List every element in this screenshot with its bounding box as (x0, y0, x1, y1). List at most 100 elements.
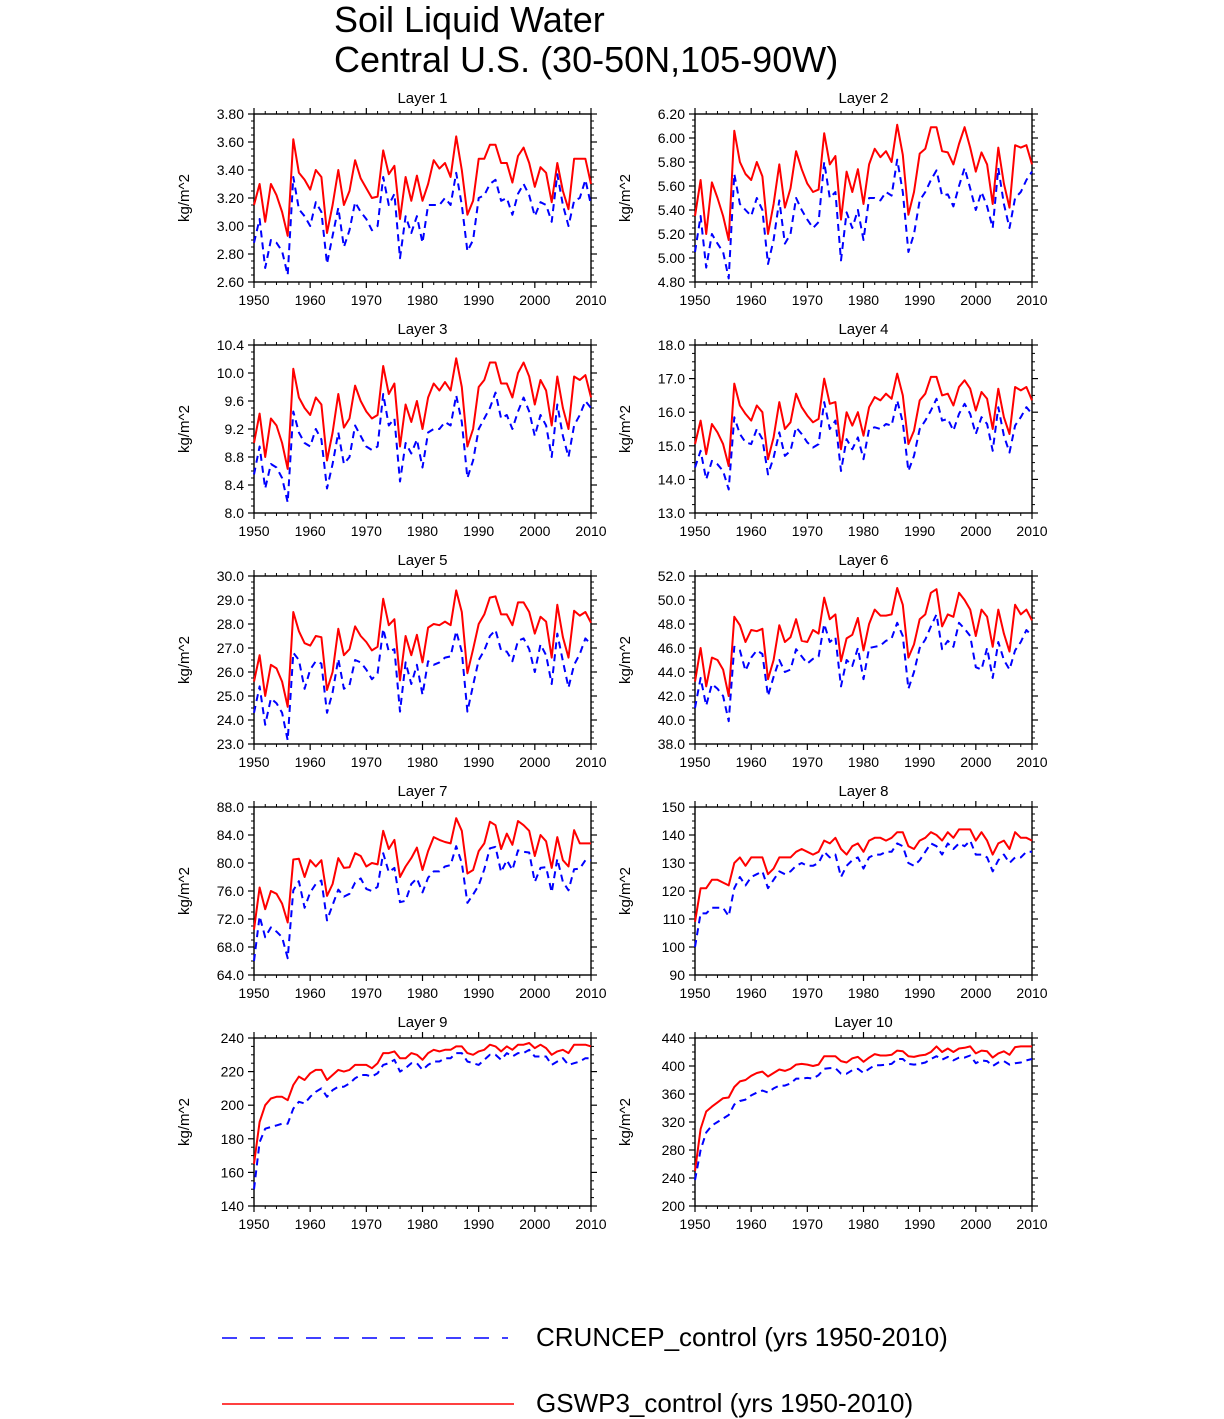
y-tick-label: 64.0 (217, 967, 244, 983)
y-tick-label: 38.0 (658, 736, 685, 752)
y-tick-label: 2.80 (217, 246, 244, 262)
y-tick-label: 9.6 (225, 393, 245, 409)
plot-frame (694, 1037, 1033, 1207)
x-tick-label: 1970 (792, 523, 823, 539)
y-tick-label: 5.60 (658, 178, 685, 194)
x-tick-label: 1990 (904, 523, 935, 539)
y-tick-label: 150 (662, 799, 686, 815)
y-tick-label: 140 (221, 1198, 245, 1214)
y-tick-label: 10.4 (217, 337, 244, 353)
panel-title: Layer 10 (834, 1014, 892, 1031)
x-tick-label: 1980 (407, 754, 438, 770)
x-tick-label: 2010 (1016, 292, 1047, 308)
series-line-gswp3 (253, 357, 592, 470)
x-tick-label: 2000 (519, 523, 550, 539)
y-tick-label: 3.40 (217, 162, 244, 178)
x-tick-label: 1980 (407, 292, 438, 308)
y-tick-label: 360 (662, 1086, 686, 1102)
y-tick-label: 17.0 (658, 371, 685, 387)
series-line-gswp3 (694, 372, 1033, 467)
y-tick-label: 100 (662, 939, 686, 955)
x-tick-label: 1950 (238, 985, 269, 1001)
y-tick-label: 3.80 (217, 106, 244, 122)
panel-title: Layer 6 (838, 552, 888, 569)
x-tick-label: 1950 (238, 523, 269, 539)
y-tick-label: 28.0 (217, 616, 244, 632)
y-tick-label: 200 (662, 1198, 686, 1214)
panel-title: Layer 7 (397, 783, 447, 800)
y-tick-label: 6.20 (658, 106, 685, 122)
x-tick-label: 1950 (679, 523, 710, 539)
x-tick-label: 1960 (295, 292, 326, 308)
x-tick-label: 2000 (519, 985, 550, 1001)
panel-title: Layer 3 (397, 321, 447, 338)
x-tick-label: 1990 (463, 985, 494, 1001)
x-tick-label: 1990 (904, 754, 935, 770)
chart-panel-1: Layer 1 kg/m^2 2.60 2.80 3.00 3.20 3.40 3.60 3.8… (176, 90, 607, 308)
y-axis-label: kg/m^2 (176, 636, 193, 684)
y-tick-label: 48.0 (658, 616, 685, 632)
y-tick-label: 3.60 (217, 134, 244, 150)
y-axis-label: kg/m^2 (176, 867, 193, 915)
y-tick-label: 13.0 (658, 505, 685, 521)
x-tick-label: 1960 (295, 985, 326, 1001)
series-line-cruncep (253, 1048, 591, 1190)
y-tick-label: 25.0 (217, 688, 244, 704)
x-tick-label: 1970 (792, 1216, 823, 1232)
series-line-gswp3 (253, 1042, 592, 1165)
chart-panel-2: Layer 2 kg/m^2 4.80 5.00 5.20 5.40 5.60 5.80 6.0… (617, 90, 1048, 308)
y-tick-label: 240 (221, 1030, 245, 1046)
chart-panel-5: Layer 5 kg/m^2 23.0 24.0 25.0 26.0 27.0 28.0 29.… (176, 552, 607, 770)
x-tick-label: 1990 (463, 523, 494, 539)
y-tick-label: 88.0 (217, 799, 244, 815)
series-line-cruncep (694, 1054, 1033, 1181)
x-tick-label: 1980 (407, 985, 438, 1001)
page-title: Soil Liquid Water Central U.S. (30-50N,1… (334, 0, 838, 80)
x-tick-label: 1960 (295, 754, 326, 770)
x-tick-label: 1970 (351, 1216, 382, 1232)
x-tick-label: 2000 (960, 1216, 991, 1232)
title-line-2: Central U.S. (30-50N,105-90W) (334, 39, 839, 80)
x-tick-label: 2010 (1016, 1216, 1047, 1232)
x-tick-label: 2000 (519, 1216, 550, 1232)
x-tick-label: 1980 (407, 523, 438, 539)
x-tick-label: 2010 (575, 292, 606, 308)
y-tick-label: 27.0 (217, 640, 244, 656)
y-tick-label: 220 (221, 1064, 245, 1080)
series-line-gswp3 (253, 589, 592, 708)
y-tick-label: 5.80 (658, 154, 685, 170)
y-tick-label: 120 (662, 883, 686, 899)
x-tick-label: 2000 (960, 523, 991, 539)
series-line-gswp3 (253, 817, 591, 930)
panel-title: Layer 9 (397, 1014, 447, 1031)
x-tick-label: 1970 (351, 754, 382, 770)
y-tick-label: 40.0 (658, 712, 685, 728)
x-tick-label: 1980 (848, 523, 879, 539)
x-tick-label: 1990 (904, 1216, 935, 1232)
x-tick-label: 1960 (736, 1216, 767, 1232)
y-tick-label: 8.4 (225, 477, 245, 493)
x-tick-label: 2010 (575, 1216, 606, 1232)
x-tick-label: 1970 (351, 292, 382, 308)
y-tick-label: 200 (221, 1097, 245, 1113)
x-tick-label: 1980 (848, 1216, 879, 1232)
series-line-cruncep (694, 158, 1033, 280)
chart-panel-9: Layer 9 kg/m^2 140 160 180 200 220 240 1950 1960 1… (176, 1014, 607, 1232)
plot-frame (694, 575, 1033, 745)
panel-title: Layer 5 (397, 552, 447, 569)
y-tick-label: 68.0 (217, 939, 244, 955)
chart-panel-10: Layer 10 kg/m^2 200 240 280 320 360 400 440 1950 1… (617, 1014, 1048, 1232)
x-tick-label: 1970 (792, 985, 823, 1001)
y-tick-label: 26.0 (217, 664, 244, 680)
y-tick-label: 29.0 (217, 592, 244, 608)
series-line-cruncep (253, 845, 591, 962)
y-tick-label: 90 (669, 967, 685, 983)
y-tick-label: 240 (662, 1170, 686, 1186)
y-tick-label: 30.0 (217, 568, 244, 584)
series-line-gswp3 (694, 587, 1033, 697)
x-tick-label: 1960 (736, 523, 767, 539)
series-line-gswp3 (253, 135, 592, 237)
x-tick-label: 1950 (238, 292, 269, 308)
y-tick-label: 5.00 (658, 250, 685, 266)
